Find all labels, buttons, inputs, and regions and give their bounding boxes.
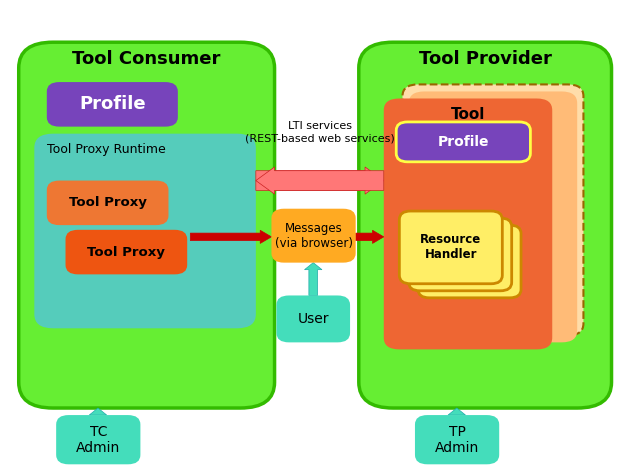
FancyBboxPatch shape: [56, 415, 140, 464]
Text: Tool Proxy: Tool Proxy: [87, 246, 165, 258]
Text: Tool Consumer: Tool Consumer: [72, 50, 221, 68]
FancyBboxPatch shape: [47, 82, 178, 127]
FancyArrow shape: [256, 167, 384, 194]
FancyBboxPatch shape: [396, 122, 530, 162]
Text: Profile: Profile: [79, 95, 145, 113]
FancyBboxPatch shape: [384, 98, 552, 349]
FancyArrow shape: [305, 263, 322, 295]
FancyBboxPatch shape: [418, 225, 521, 298]
FancyBboxPatch shape: [402, 84, 583, 335]
Text: Tool: Tool: [451, 107, 485, 122]
Text: Tool Proxy: Tool Proxy: [69, 197, 147, 209]
FancyBboxPatch shape: [271, 209, 356, 263]
Text: TP
Admin: TP Admin: [435, 424, 479, 455]
Text: Tool Proxy Runtime: Tool Proxy Runtime: [47, 143, 165, 156]
FancyBboxPatch shape: [359, 42, 612, 408]
FancyArrow shape: [448, 408, 466, 415]
Text: Resource
Handler: Resource Handler: [420, 234, 482, 261]
FancyBboxPatch shape: [399, 211, 502, 284]
FancyBboxPatch shape: [415, 415, 499, 464]
FancyBboxPatch shape: [47, 181, 168, 225]
Text: Tool Provider: Tool Provider: [419, 50, 552, 68]
FancyBboxPatch shape: [409, 218, 512, 291]
Text: LTI services
(REST-based web services): LTI services (REST-based web services): [245, 121, 395, 143]
FancyArrow shape: [356, 230, 384, 243]
Text: Messages
(via browser): Messages (via browser): [275, 222, 353, 250]
FancyArrow shape: [89, 408, 107, 415]
FancyArrow shape: [190, 230, 271, 243]
Text: Profile: Profile: [437, 135, 489, 149]
FancyBboxPatch shape: [409, 91, 577, 342]
FancyBboxPatch shape: [34, 134, 256, 328]
FancyArrow shape: [256, 167, 384, 194]
Text: TC
Admin: TC Admin: [76, 424, 120, 455]
FancyBboxPatch shape: [276, 295, 350, 342]
FancyBboxPatch shape: [19, 42, 275, 408]
Text: User: User: [298, 312, 329, 326]
FancyBboxPatch shape: [66, 230, 187, 274]
